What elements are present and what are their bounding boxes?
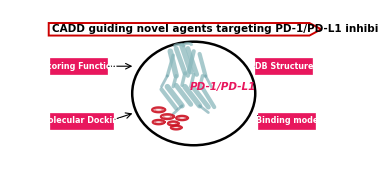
FancyBboxPatch shape <box>50 113 113 129</box>
Text: CADD guiding novel agents targeting PD-1/PD-L1 inhibition: CADD guiding novel agents targeting PD-1… <box>52 24 378 34</box>
Text: Scoring Function: Scoring Function <box>41 62 117 71</box>
Text: PDB Structures: PDB Structures <box>249 62 318 71</box>
Polygon shape <box>49 23 321 36</box>
Text: Molecular Docking: Molecular Docking <box>40 116 124 125</box>
Text: PD-1/PD-L1: PD-1/PD-L1 <box>190 82 256 92</box>
FancyBboxPatch shape <box>50 58 107 74</box>
FancyBboxPatch shape <box>255 58 312 74</box>
Text: Binding mode: Binding mode <box>256 116 318 125</box>
FancyBboxPatch shape <box>258 113 315 129</box>
